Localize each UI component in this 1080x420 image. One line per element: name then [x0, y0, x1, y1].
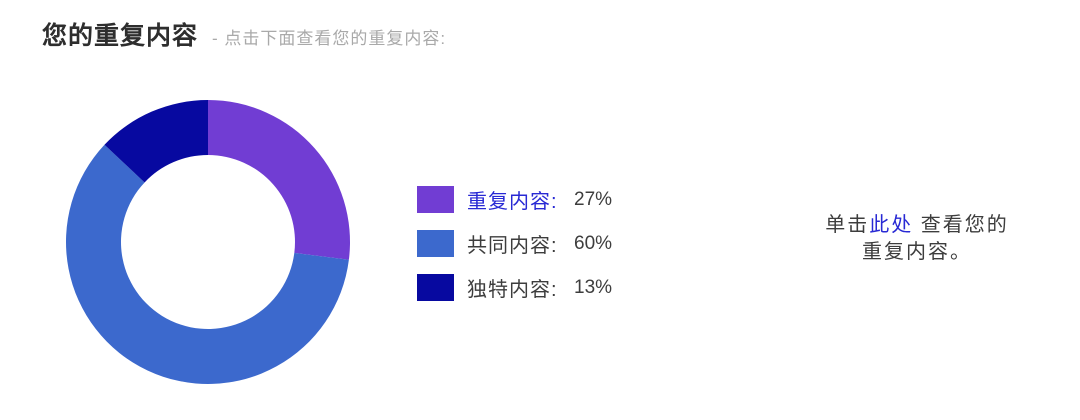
chart-legend: 重复内容: 27% 共同内容: 60% 独特内容: 13% — [417, 186, 612, 318]
here-link[interactable]: 此处 — [869, 214, 914, 236]
note-line2: 重复内容。 — [862, 241, 972, 263]
note-text: 单击此处 查看您的 重复内容。 — [802, 212, 1032, 266]
legend-label[interactable]: 重复内容: — [467, 191, 558, 213]
header: 您的重复内容 - 点击下面查看您的重复内容: — [42, 16, 446, 52]
legend-swatch-duplicate-icon — [417, 186, 454, 213]
legend-value: 27% — [574, 188, 613, 210]
note-middle: 查看您的 — [913, 214, 1009, 236]
donut-chart — [48, 82, 368, 402]
donut-segment-1[interactable] — [66, 144, 349, 384]
legend-value: 13% — [574, 276, 613, 298]
legend-value: 60% — [574, 232, 613, 254]
page-subtitle: - 点击下面查看您的重复内容: — [212, 29, 447, 48]
donut-segment-2[interactable] — [104, 100, 208, 183]
legend-item-common-content: 共同内容: 60% — [417, 230, 612, 257]
legend-item-duplicate-content[interactable]: 重复内容: 27% — [417, 186, 612, 213]
note-prefix: 单击 — [825, 214, 870, 236]
donut-segment-0[interactable] — [208, 100, 351, 260]
legend-item-unique-content: 独特内容: 13% — [417, 274, 612, 301]
page-title: 您的重复内容 — [42, 22, 199, 50]
legend-swatch-unique-icon — [417, 274, 454, 301]
donut-chart-svg — [66, 100, 351, 384]
legend-label: 独特内容: — [467, 279, 558, 301]
legend-swatch-common-icon — [417, 230, 454, 257]
legend-label: 共同内容: — [467, 235, 558, 257]
